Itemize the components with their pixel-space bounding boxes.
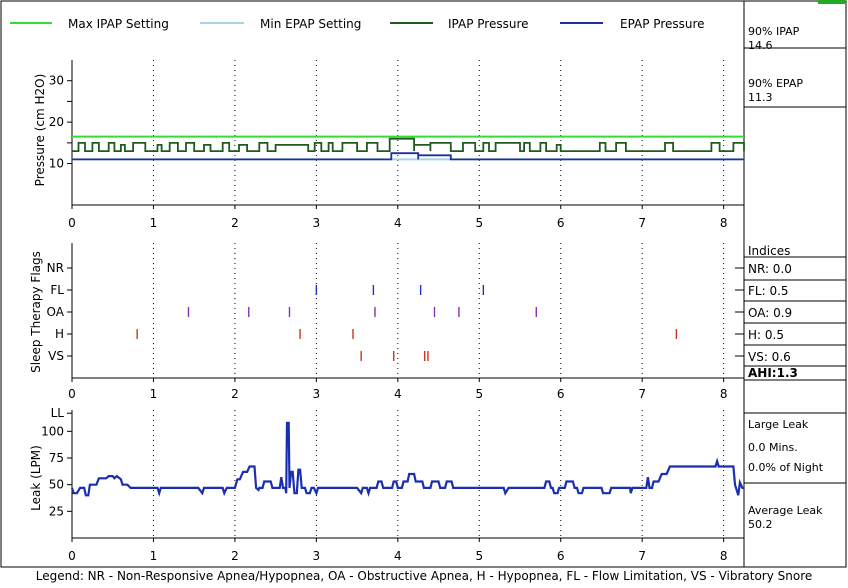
pressure-x-tick-label: 5 bbox=[475, 216, 483, 230]
index-vs: VS: 0.6 bbox=[748, 350, 791, 364]
side-panel-lines bbox=[744, 47, 846, 484]
index-nr: NR: 0.0 bbox=[748, 262, 792, 276]
ipap-90-label: 90% IPAP bbox=[748, 25, 800, 38]
index-fl: FL: 0.5 bbox=[748, 284, 789, 298]
pressure-x-tick-label: 3 bbox=[313, 216, 321, 230]
pressure-x-tick-label: 6 bbox=[557, 216, 565, 230]
index-ahi: AHI:1.3 bbox=[748, 366, 798, 380]
leak-x-tick-label: 1 bbox=[150, 549, 158, 563]
flags-x-tick-label: 8 bbox=[720, 387, 728, 401]
pressure-y-tick-label: 10 bbox=[49, 157, 64, 171]
top-legend: Max IPAP Setting Min EPAP Setting IPAP P… bbox=[10, 17, 705, 31]
flags-row-label: VS bbox=[48, 349, 64, 363]
flags-row-label: H bbox=[55, 327, 64, 341]
leak-x-tick-label: 4 bbox=[394, 549, 402, 563]
flags-x-tick-label: 4 bbox=[394, 387, 402, 401]
pressure-panel: 0 1 2 3 4 5 6 7 8 10 20 30 Pressure (cm H2O) bbox=[33, 60, 745, 230]
flags-row-label: OA bbox=[47, 305, 65, 319]
pressure-x-tick-label: 2 bbox=[231, 216, 239, 230]
index-h: H: 0.5 bbox=[748, 328, 784, 342]
leak-y-tick-label: 100 bbox=[41, 424, 64, 438]
pressure-x-tick-label: 7 bbox=[638, 216, 646, 230]
leak-x-tick-label: 0 bbox=[68, 549, 76, 563]
flags-x-tick-label: 7 bbox=[638, 387, 646, 401]
leak-y-tick-label: 25 bbox=[49, 504, 64, 518]
average-leak-title: Average Leak bbox=[748, 504, 823, 517]
legend-label-max-ipap: Max IPAP Setting bbox=[68, 17, 169, 31]
legend-label-min-epap: Min EPAP Setting bbox=[260, 17, 361, 31]
leak-x-tick-label: 8 bbox=[720, 549, 728, 563]
epap-90-label: 90% EPAP bbox=[748, 77, 803, 90]
epap-90-value: 11.3 bbox=[748, 91, 773, 104]
pressure-x-tick-label: 1 bbox=[150, 216, 158, 230]
pressure-x-tick-label: 0 bbox=[68, 216, 76, 230]
flags-legend-text: Legend: NR - Non-Responsive Apnea/Hypopn… bbox=[35, 569, 813, 583]
flags-x-tick-label: 5 bbox=[475, 387, 483, 401]
leak-y-axis-title: Leak (LPM) bbox=[29, 445, 43, 511]
legend-label-ipap-pressure: IPAP Pressure bbox=[448, 17, 529, 31]
flags-x-tick-label: 0 bbox=[68, 387, 76, 401]
pressure-y-tick-label: 20 bbox=[49, 115, 64, 129]
pressure-x-tick-label: 4 bbox=[394, 216, 402, 230]
leak-x-tick-label: 3 bbox=[313, 549, 321, 563]
flags-panel: 0 1 2 3 4 5 6 7 8 NR FL OA H VS Sleep Therapy Flags bbox=[29, 243, 744, 401]
indices-title: Indices bbox=[748, 244, 791, 258]
leak-series-line bbox=[70, 421, 744, 498]
flags-y-axis-title: Sleep Therapy Flags bbox=[29, 251, 43, 373]
leak-x-tick-label: 2 bbox=[231, 549, 239, 563]
flags-row-label: NR bbox=[47, 261, 64, 275]
leak-x-tick-label: 6 bbox=[557, 549, 565, 563]
leak-panel: 0 1 2 3 4 5 6 7 8 LL 100 75 50 25 Leak (LPM) bbox=[29, 406, 744, 563]
pressure-x-tick-label: 8 bbox=[720, 216, 728, 230]
index-oa: OA: 0.9 bbox=[748, 306, 793, 320]
flags-x-tick-label: 3 bbox=[313, 387, 321, 401]
large-leak-mins: 0.0 Mins. bbox=[748, 441, 798, 454]
large-leak-percent: 0.0% of Night bbox=[748, 461, 824, 474]
leak-x-tick-label: 7 bbox=[638, 549, 646, 563]
pressure-series-ipap-pressure bbox=[72, 137, 745, 152]
flags-x-tick-label: 2 bbox=[231, 387, 239, 401]
flags-row-label: FL bbox=[50, 283, 64, 297]
leak-y-tick-label: 75 bbox=[49, 451, 64, 465]
leak-y-tick-label: LL bbox=[51, 406, 65, 420]
pressure-series-epap-pressure bbox=[72, 152, 744, 161]
flags-x-tick-label: 6 bbox=[557, 387, 565, 401]
flags-x-tick-label: 1 bbox=[150, 387, 158, 401]
report-frame bbox=[0, 0, 847, 568]
leak-x-tick-label: 5 bbox=[475, 549, 483, 563]
pressure-y-axis-title: Pressure (cm H2O) bbox=[33, 74, 47, 187]
ipap-90-value: 14.6 bbox=[748, 39, 773, 52]
pressure-y-tick-label: 30 bbox=[49, 74, 64, 88]
leak-y-tick-label: 50 bbox=[49, 478, 64, 492]
large-leak-title: Large Leak bbox=[748, 418, 809, 431]
corner-accent bbox=[818, 0, 845, 4]
average-leak-value: 50.2 bbox=[748, 518, 773, 531]
legend-label-epap-pressure: EPAP Pressure bbox=[620, 17, 705, 31]
